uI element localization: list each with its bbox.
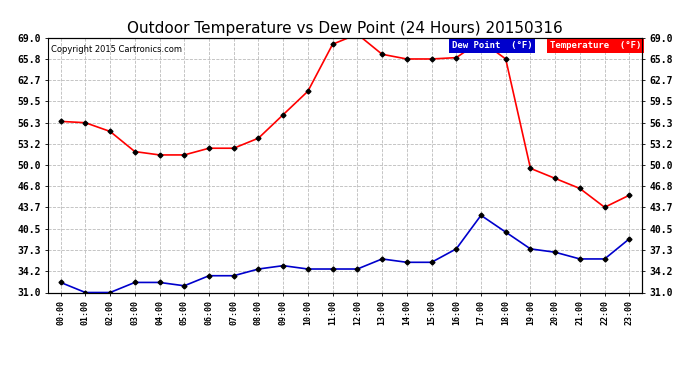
Title: Outdoor Temperature vs Dew Point (24 Hours) 20150316: Outdoor Temperature vs Dew Point (24 Hou… bbox=[127, 21, 563, 36]
Text: Dew Point  (°F): Dew Point (°F) bbox=[452, 41, 533, 50]
Text: Temperature  (°F): Temperature (°F) bbox=[550, 41, 641, 50]
Text: Copyright 2015 Cartronics.com: Copyright 2015 Cartronics.com bbox=[51, 45, 182, 54]
